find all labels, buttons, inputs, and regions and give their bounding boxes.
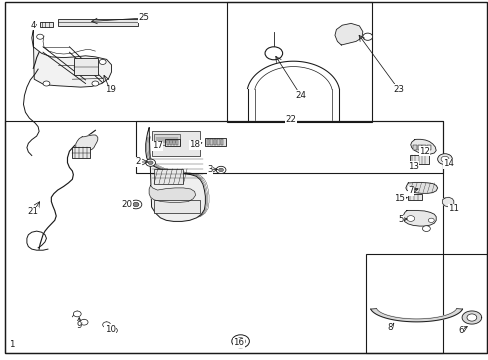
Text: 21: 21 xyxy=(28,207,39,216)
Circle shape xyxy=(218,168,223,172)
Bar xyxy=(409,155,428,164)
Text: 20: 20 xyxy=(122,200,132,209)
Text: 2: 2 xyxy=(135,157,141,166)
Text: 10: 10 xyxy=(104,325,115,334)
Bar xyxy=(205,138,225,146)
Text: 7: 7 xyxy=(407,186,413,195)
Circle shape xyxy=(264,47,282,60)
Polygon shape xyxy=(149,185,195,202)
Text: 1: 1 xyxy=(9,341,15,349)
Bar xyxy=(72,147,90,158)
Text: 9: 9 xyxy=(77,321,81,330)
Circle shape xyxy=(109,328,117,333)
Bar xyxy=(166,140,168,145)
Bar xyxy=(220,139,223,145)
Text: 8: 8 xyxy=(386,323,392,332)
Bar xyxy=(210,139,212,145)
Text: 14: 14 xyxy=(443,159,453,168)
Bar xyxy=(407,194,421,200)
Circle shape xyxy=(99,59,106,64)
Circle shape xyxy=(466,314,476,321)
Circle shape xyxy=(440,156,448,162)
Bar xyxy=(151,131,199,156)
Bar xyxy=(154,169,183,184)
Polygon shape xyxy=(410,139,435,154)
Text: 4: 4 xyxy=(30,21,36,30)
Polygon shape xyxy=(334,23,362,45)
Circle shape xyxy=(102,322,110,328)
Bar xyxy=(422,145,426,150)
Bar xyxy=(169,140,171,145)
Text: 15: 15 xyxy=(394,194,405,203)
Circle shape xyxy=(130,200,142,209)
Text: 22: 22 xyxy=(285,115,296,124)
Circle shape xyxy=(80,319,88,325)
Text: 19: 19 xyxy=(104,85,115,94)
Text: 23: 23 xyxy=(392,85,403,94)
Text: 17: 17 xyxy=(152,141,163,150)
Circle shape xyxy=(406,216,414,221)
Polygon shape xyxy=(370,309,462,322)
Circle shape xyxy=(145,159,155,166)
Text: 6: 6 xyxy=(457,326,463,335)
Bar xyxy=(154,200,199,213)
Bar xyxy=(172,140,174,145)
Bar xyxy=(365,254,486,353)
Polygon shape xyxy=(405,183,437,193)
Circle shape xyxy=(148,161,153,165)
Bar xyxy=(40,22,53,27)
Polygon shape xyxy=(461,311,481,324)
Bar xyxy=(175,140,177,145)
Circle shape xyxy=(133,202,139,207)
Circle shape xyxy=(235,338,245,345)
Bar xyxy=(206,139,209,145)
Text: 12: 12 xyxy=(418,147,429,156)
Circle shape xyxy=(37,34,43,39)
Bar xyxy=(5,121,442,353)
Bar xyxy=(136,121,442,173)
Bar xyxy=(227,2,371,122)
Text: 3: 3 xyxy=(207,165,213,174)
Text: 25: 25 xyxy=(139,13,149,22)
Circle shape xyxy=(73,311,81,317)
Text: 18: 18 xyxy=(189,140,200,149)
Text: 5: 5 xyxy=(397,215,403,224)
Circle shape xyxy=(422,226,429,231)
Circle shape xyxy=(427,218,433,222)
Circle shape xyxy=(43,81,50,86)
Bar xyxy=(417,145,421,150)
Polygon shape xyxy=(32,31,111,87)
Text: 24: 24 xyxy=(295,91,305,100)
Text: 13: 13 xyxy=(407,162,418,171)
Bar xyxy=(74,58,98,75)
Text: 11: 11 xyxy=(447,204,458,213)
Polygon shape xyxy=(145,128,205,221)
Bar xyxy=(412,145,416,150)
Circle shape xyxy=(362,33,372,40)
Bar xyxy=(217,139,219,145)
Polygon shape xyxy=(403,211,435,226)
Bar xyxy=(213,139,216,145)
Text: 16: 16 xyxy=(233,338,244,347)
Circle shape xyxy=(437,154,451,165)
Polygon shape xyxy=(76,135,98,152)
Bar xyxy=(165,139,180,146)
Circle shape xyxy=(92,81,99,86)
Bar xyxy=(427,145,430,150)
Polygon shape xyxy=(442,197,453,207)
Circle shape xyxy=(231,335,249,348)
Circle shape xyxy=(216,166,225,174)
Bar xyxy=(58,19,138,26)
Bar xyxy=(154,134,180,145)
